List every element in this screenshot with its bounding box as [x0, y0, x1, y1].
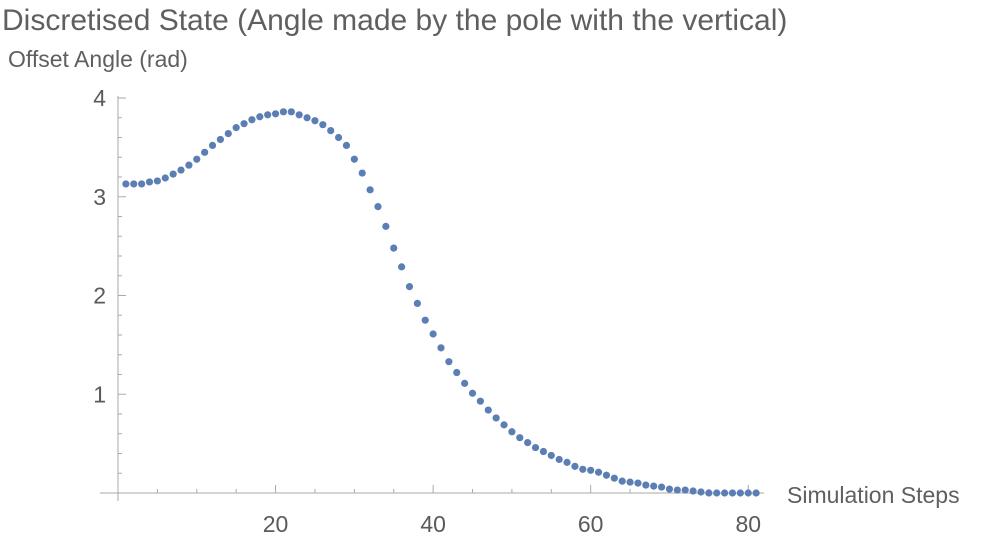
- data-point: [508, 428, 516, 436]
- tick-labels: 20 40 60 80 1 2 3 4: [93, 85, 761, 537]
- data-point: [634, 479, 642, 487]
- y-tick-label: 3: [93, 184, 106, 210]
- data-point: [492, 414, 500, 422]
- data-point: [610, 474, 618, 482]
- data-point: [240, 120, 248, 128]
- data-point: [555, 455, 563, 464]
- data-point: [161, 174, 169, 182]
- data-point: [697, 488, 705, 496]
- data-point: [657, 483, 666, 491]
- y-axis-label: Offset Angle (rad): [8, 46, 188, 72]
- data-point: [642, 481, 650, 489]
- data-point: [216, 135, 225, 144]
- data-point: [579, 465, 587, 473]
- data-point: [264, 111, 272, 119]
- data-points: [122, 108, 760, 497]
- data-point: [319, 121, 327, 129]
- data-point: [484, 406, 492, 414]
- data-point: [468, 389, 477, 397]
- data-point: [138, 180, 146, 188]
- data-point: [429, 330, 437, 338]
- data-point: [390, 244, 398, 252]
- data-point: [453, 368, 461, 377]
- data-point: [571, 462, 579, 470]
- data-point: [461, 379, 469, 387]
- data-point: [201, 148, 209, 156]
- data-point: [421, 316, 429, 324]
- data-point: [153, 177, 161, 185]
- x-axis-label: Simulation Steps: [787, 482, 960, 508]
- data-point: [516, 434, 524, 442]
- data-point: [224, 129, 232, 138]
- data-point: [531, 443, 540, 452]
- data-point: [185, 161, 193, 169]
- data-point: [350, 155, 358, 163]
- data-point: [681, 486, 689, 494]
- data-point: [405, 283, 414, 291]
- y-tick-label: 2: [93, 283, 106, 309]
- data-point: [689, 487, 697, 495]
- data-point: [311, 117, 319, 125]
- data-point: [721, 489, 729, 497]
- data-point: [705, 489, 713, 497]
- data-point: [303, 114, 311, 122]
- data-point: [500, 421, 508, 429]
- data-point: [398, 263, 406, 271]
- data-point: [374, 203, 382, 211]
- data-point: [752, 489, 760, 497]
- data-point: [208, 141, 217, 149]
- data-point: [445, 358, 453, 366]
- data-point: [736, 489, 744, 497]
- data-point: [256, 113, 264, 121]
- data-point: [618, 477, 626, 485]
- data-point: [232, 124, 240, 132]
- y-tick-label: 1: [93, 381, 106, 407]
- data-point: [193, 155, 201, 163]
- data-point: [342, 141, 351, 149]
- x-tick-label: 20: [263, 511, 289, 537]
- data-point: [122, 180, 130, 188]
- data-point: [248, 116, 256, 124]
- data-point: [563, 458, 571, 466]
- data-point: [177, 166, 185, 174]
- y-tick-label: 4: [93, 85, 106, 111]
- data-point: [295, 111, 303, 119]
- data-point: [366, 186, 374, 194]
- data-point: [145, 178, 154, 186]
- data-point: [665, 485, 674, 493]
- axes: [100, 96, 764, 501]
- data-point: [279, 108, 288, 116]
- tick-marks: [118, 97, 749, 493]
- chart-title: Discretised State (Angle made by the pol…: [2, 4, 788, 37]
- data-point: [602, 471, 611, 479]
- data-point: [287, 108, 295, 116]
- data-point: [594, 468, 603, 476]
- x-tick-label: 60: [578, 511, 604, 537]
- data-point: [382, 222, 390, 230]
- data-point: [169, 170, 177, 178]
- x-tick-label: 80: [735, 511, 761, 537]
- x-tick-label: 40: [420, 511, 446, 537]
- data-point: [524, 439, 532, 447]
- data-point: [327, 126, 335, 135]
- data-point: [539, 447, 548, 456]
- data-point: [358, 169, 366, 177]
- data-point: [547, 451, 555, 460]
- data-point: [673, 486, 681, 494]
- data-point: [334, 133, 343, 142]
- data-point: [130, 180, 138, 188]
- data-point: [728, 489, 737, 497]
- data-point: [413, 299, 421, 307]
- data-point: [650, 482, 658, 490]
- data-point: [437, 344, 445, 352]
- data-point: [713, 489, 721, 497]
- data-point: [744, 489, 752, 497]
- data-point: [587, 466, 595, 474]
- data-point: [626, 478, 634, 486]
- data-point: [476, 397, 484, 405]
- data-point: [271, 110, 280, 118]
